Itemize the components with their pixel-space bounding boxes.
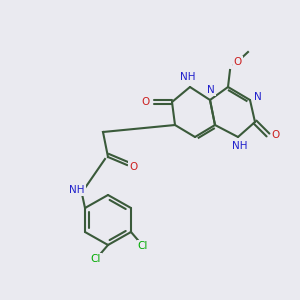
Text: O: O <box>234 57 242 67</box>
Text: NH: NH <box>232 141 248 151</box>
Text: Cl: Cl <box>138 241 148 251</box>
Text: O: O <box>272 130 280 140</box>
Text: NH: NH <box>180 72 196 82</box>
Text: N: N <box>254 92 262 102</box>
Text: O: O <box>142 97 150 107</box>
Text: O: O <box>129 162 137 172</box>
Text: NH: NH <box>69 185 85 195</box>
Text: Cl: Cl <box>91 254 101 264</box>
Text: N: N <box>207 85 215 95</box>
